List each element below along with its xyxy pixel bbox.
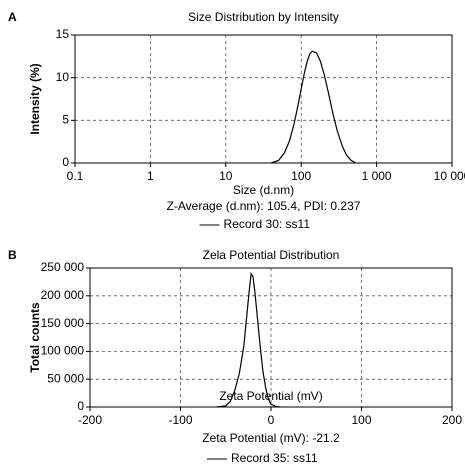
x-axis-label: Zeta Potential (mV) (219, 389, 322, 403)
data-line (270, 50, 357, 164)
y-axis-label: Intensity (%) (28, 63, 42, 134)
x-tick-label: 200 (442, 413, 462, 427)
x-tick-label: 0.1 (67, 169, 84, 183)
y-tick-label: 250 000 (41, 260, 85, 274)
legend-label: Record 35: ss11 (231, 451, 318, 465)
chart-title: Size Distribution by Intensity (188, 10, 339, 24)
y-tick-label: 50 000 (47, 371, 84, 385)
x-tick-label: -200 (78, 413, 102, 427)
y-tick-label: 100 000 (41, 344, 85, 358)
y-tick-label: 10 (56, 70, 70, 84)
chart-title: Zela Potential Distribution (203, 248, 340, 262)
plot-frame (89, 267, 453, 408)
y-tick-label: 15 (56, 27, 70, 41)
x-axis-label: Size (d.nm) (233, 183, 294, 197)
x-tick-label: 10 000 (434, 169, 465, 183)
y-tick-label: 5 (62, 113, 69, 127)
legend-label: Record 30: ss11 (224, 217, 311, 231)
x-tick-label: 0 (268, 413, 275, 427)
x-tick-label: 100 (351, 413, 371, 427)
y-axis-label: Total counts (28, 302, 42, 373)
y-tick-label: 150 000 (41, 316, 85, 330)
x-tick-label: 10 (219, 169, 233, 183)
y-tick-label: 0 (77, 399, 84, 413)
y-tick-label: 200 000 (41, 288, 85, 302)
x-tick-label: 100 (291, 169, 311, 183)
plot-frame (74, 34, 453, 164)
x-tick-label: 1 000 (362, 169, 392, 183)
x-tick-label: 1 (147, 169, 154, 183)
panel-label: B (8, 248, 17, 262)
annotation: Z-Average (d.nm): 105.4, PDI: 0.237 (167, 199, 361, 213)
y-tick-label: 0 (62, 155, 69, 169)
panel-label: A (8, 10, 17, 24)
x-tick-label: -100 (168, 413, 192, 427)
data-line (216, 271, 281, 408)
annotation: Zeta Potential (mV): -21.2 (202, 431, 340, 445)
